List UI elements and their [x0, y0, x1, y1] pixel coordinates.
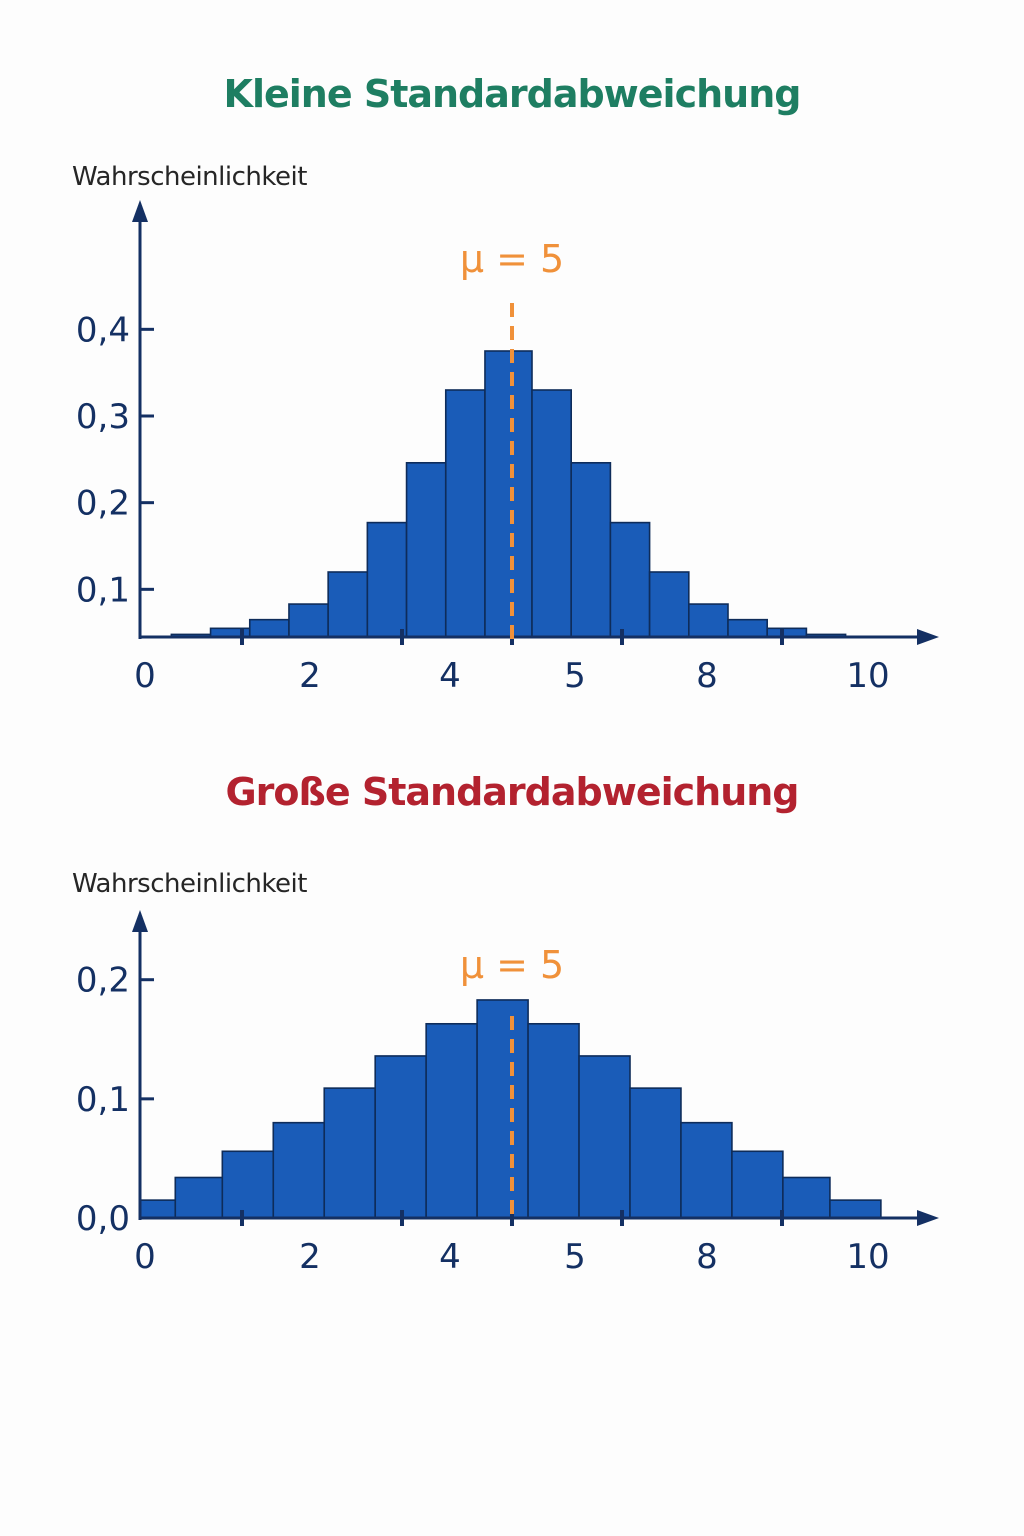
- x-tick-label: 10: [846, 1237, 889, 1277]
- x-tick-label: 5: [564, 656, 586, 696]
- x-axis-arrow-icon: [917, 1210, 939, 1226]
- histogram-bar: [374, 1055, 427, 1219]
- histogram-bar: [648, 571, 690, 638]
- y-axis-label-large-sd: Wahrscheinlichkeit: [72, 869, 307, 899]
- chart-title-small-sd: Kleine Standardabweichung: [223, 72, 802, 116]
- chart-title-large-sd: Große Standardabweichung: [225, 770, 799, 814]
- histogram-bar: [327, 571, 369, 638]
- x-tick-label: 10: [846, 656, 889, 696]
- histogram-bar: [425, 1022, 478, 1219]
- histogram-bar: [484, 350, 533, 638]
- y-tick-label: 0,2: [76, 961, 130, 1001]
- histogram-bar: [527, 1022, 580, 1219]
- histogram-bar: [731, 1150, 784, 1219]
- x-tick-label: 4: [439, 656, 461, 696]
- histogram-bar: [366, 521, 408, 638]
- y-tick-label: 0,0: [76, 1199, 130, 1239]
- histogram-bar: [476, 999, 529, 1219]
- histogram-bar: [272, 1121, 326, 1219]
- histogram-bar: [629, 1087, 682, 1219]
- histogram-bar: [531, 389, 573, 638]
- histogram-bar: [405, 461, 447, 638]
- y-tick-label: 0,4: [76, 310, 130, 350]
- mean-label: μ = 5: [460, 237, 564, 281]
- histogram-bar: [570, 461, 612, 638]
- histogram-bar: [609, 521, 651, 638]
- histogram-bar: [174, 1176, 224, 1219]
- mean-label: μ = 5: [460, 943, 564, 987]
- y-axis-label-small-sd: Wahrscheinlichkeit: [72, 162, 307, 192]
- y-tick-label: 0,3: [76, 397, 130, 437]
- histogram-bar: [578, 1055, 631, 1219]
- x-tick-label: 0: [134, 656, 156, 696]
- histogram-large-sd: 0 2 4 5 8 10 0,0 0,1 0,2 μ = 5: [76, 910, 939, 1277]
- histogram-bar: [139, 1199, 177, 1219]
- y-axis-arrow-icon: [132, 200, 148, 222]
- y-tick-label: 0,1: [76, 1080, 130, 1120]
- histogram-small-sd: 0 2 4 5 8 10 0,1 0,2 0,3 0,4 μ = 5: [76, 200, 939, 696]
- histogram-bar: [829, 1199, 882, 1219]
- y-tick-label: 0,2: [76, 484, 130, 524]
- x-axis-arrow-icon: [917, 629, 939, 645]
- x-tick-label: 2: [299, 1237, 321, 1277]
- x-tick-label: 8: [696, 656, 718, 696]
- x-tick-label: 5: [564, 1237, 586, 1277]
- histogram-bar: [288, 603, 329, 638]
- histogram-bar: [680, 1121, 733, 1219]
- x-tick-label: 4: [439, 1237, 461, 1277]
- y-tick-label: 0,1: [76, 570, 130, 610]
- histogram-bar: [221, 1150, 275, 1219]
- x-tick-label: 2: [299, 656, 321, 696]
- y-axis-arrow-icon: [132, 910, 148, 932]
- histogram-bar: [687, 603, 729, 638]
- histogram-bar: [248, 618, 290, 638]
- histogram-bar: [782, 1176, 831, 1219]
- histogram-bar: [323, 1087, 376, 1219]
- histogram-bar: [444, 389, 486, 638]
- x-tick-label: 8: [696, 1237, 718, 1277]
- x-tick-label: 0: [134, 1237, 156, 1277]
- histogram-bar: [727, 618, 769, 638]
